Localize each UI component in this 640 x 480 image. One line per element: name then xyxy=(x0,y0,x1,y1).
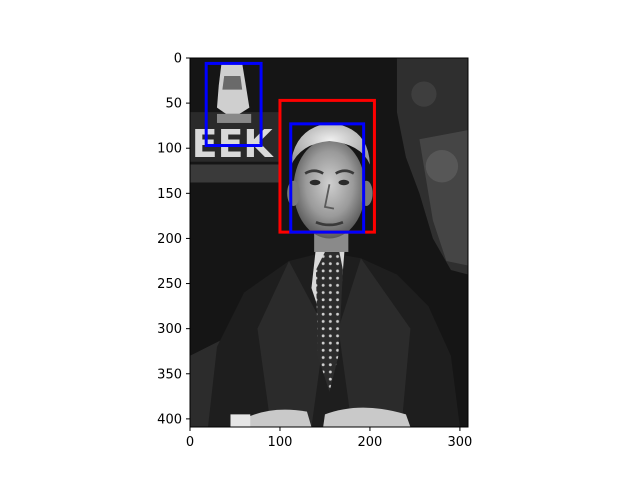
y-tick-label: 350 xyxy=(157,367,182,382)
x-tick-label: 0 xyxy=(186,435,194,450)
y-axis: 0 50 100 150 200 250 300 350 400 xyxy=(157,52,190,427)
photo-content: EEK xyxy=(190,58,468,427)
y-tick-label: 200 xyxy=(157,232,182,247)
x-tick-label: 200 xyxy=(358,435,383,450)
axes-frame xyxy=(189,57,469,428)
y-tick-label: 300 xyxy=(157,322,182,337)
photo: EEK xyxy=(190,58,468,427)
y-tick-label: 400 xyxy=(157,412,182,427)
y-tick-label: 50 xyxy=(165,97,182,112)
x-tick-label: 100 xyxy=(268,435,293,450)
bounding-boxes xyxy=(204,61,376,234)
y-tick-label: 0 xyxy=(174,52,182,67)
blue-box-background xyxy=(204,61,263,148)
blue-box-face xyxy=(289,122,366,234)
y-tick-label: 100 xyxy=(157,142,182,157)
y-tick-label: 150 xyxy=(157,187,182,202)
x-axis: 0 100 200 300 xyxy=(186,427,472,450)
x-tick-label: 300 xyxy=(447,435,472,450)
y-tick-label: 250 xyxy=(157,277,182,292)
